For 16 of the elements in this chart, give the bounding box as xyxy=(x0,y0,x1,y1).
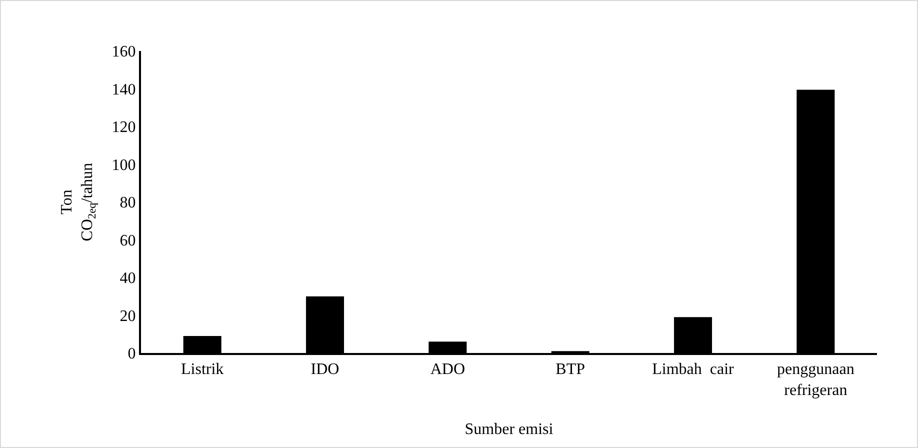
y-tick-label: 100 xyxy=(112,156,136,174)
x-tick-label: ADO xyxy=(430,361,466,378)
y-tick-label: 160 xyxy=(112,44,136,61)
x-tick-label: BTP xyxy=(556,361,586,378)
x-tick-label: penggunaan refrigeran xyxy=(777,361,854,399)
y-tick-label: 60 xyxy=(120,232,136,250)
y-tick-label: 0 xyxy=(128,346,136,363)
x-tick-label: IDO xyxy=(310,361,340,378)
x-tick-label: Limbah cair xyxy=(652,361,735,378)
y-tick-label: 120 xyxy=(112,119,136,136)
x-tick-label: Listrik xyxy=(180,361,224,378)
y-tick-label: 140 xyxy=(112,81,136,98)
y-tick-label: 80 xyxy=(120,194,136,212)
x-axis-title: Sumber emisi xyxy=(464,421,554,438)
y-tick-label: 20 xyxy=(120,308,136,325)
y-tick-label: 40 xyxy=(120,270,136,288)
